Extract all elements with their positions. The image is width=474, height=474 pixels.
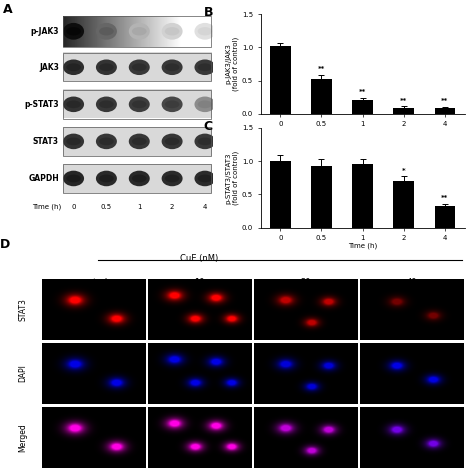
Ellipse shape [63,97,84,112]
Ellipse shape [165,64,180,71]
Ellipse shape [165,174,180,182]
Ellipse shape [198,137,212,146]
Text: Merged: Merged [18,423,27,452]
X-axis label: Time (h): Time (h) [348,129,377,135]
Bar [270,161,291,228]
Text: DAPI: DAPI [18,365,27,382]
Ellipse shape [194,134,216,149]
Text: 1: 1 [137,203,142,210]
Text: control: control [79,278,108,287]
Bar [393,181,414,228]
Ellipse shape [198,100,212,108]
Text: *: * [402,168,406,174]
Ellipse shape [99,64,114,71]
Text: 4: 4 [203,203,207,210]
Ellipse shape [165,27,180,36]
Bar [63,164,211,192]
Ellipse shape [132,100,146,108]
Ellipse shape [66,64,81,71]
Ellipse shape [162,59,182,75]
X-axis label: Time (h): Time (h) [348,243,377,249]
Text: **: ** [318,66,325,72]
Bar [435,206,455,228]
Text: 20: 20 [300,278,310,287]
Ellipse shape [132,137,146,146]
Ellipse shape [66,27,81,36]
Bar [63,90,211,118]
Ellipse shape [194,171,216,186]
Text: 10: 10 [194,278,205,287]
Ellipse shape [162,134,182,149]
Ellipse shape [96,171,117,186]
Text: p-STAT3: p-STAT3 [24,100,59,109]
Text: STAT3: STAT3 [33,137,59,146]
Ellipse shape [165,100,180,108]
Ellipse shape [96,23,117,40]
Ellipse shape [162,171,182,186]
Bar [352,164,373,228]
Ellipse shape [99,27,114,36]
Bar [311,79,332,114]
Ellipse shape [99,100,114,108]
Ellipse shape [194,59,216,75]
Ellipse shape [96,59,117,75]
Text: **: ** [441,99,448,104]
Text: 0: 0 [71,203,76,210]
Ellipse shape [132,64,146,71]
Y-axis label: p-STAT3/STAT3
(fold of control): p-STAT3/STAT3 (fold of control) [226,151,239,205]
Ellipse shape [129,134,150,149]
Ellipse shape [63,171,84,186]
Text: C: C [204,120,213,133]
Text: **: ** [400,98,408,104]
Text: 40: 40 [406,278,417,287]
Bar [352,100,373,114]
Ellipse shape [63,59,84,75]
Ellipse shape [129,171,150,186]
Ellipse shape [96,134,117,149]
Bar [270,46,291,114]
Ellipse shape [63,134,84,149]
Ellipse shape [198,64,212,71]
Bar [63,16,211,46]
Bar [63,53,211,82]
Ellipse shape [165,137,180,146]
Ellipse shape [99,174,114,182]
Text: p-JAK3: p-JAK3 [30,27,59,36]
Ellipse shape [194,23,216,40]
Bar [311,166,332,228]
Ellipse shape [129,23,150,40]
Ellipse shape [63,23,84,40]
Text: D: D [0,237,10,251]
Text: 0.5: 0.5 [101,203,112,210]
Ellipse shape [162,97,182,112]
Ellipse shape [132,174,146,182]
Text: 2: 2 [170,203,174,210]
Y-axis label: p-JAK3/JAK3
(fold of control): p-JAK3/JAK3 (fold of control) [226,37,239,91]
Bar [393,108,414,114]
Text: A: A [3,3,12,16]
Ellipse shape [66,100,81,108]
Text: STAT3: STAT3 [18,298,27,321]
Text: B: B [204,6,213,19]
Ellipse shape [129,59,150,75]
Text: JAK3: JAK3 [39,63,59,72]
Bar [435,109,455,114]
Ellipse shape [198,27,212,36]
Text: CuE (nM): CuE (nM) [180,254,219,263]
Ellipse shape [129,97,150,112]
Bar [63,127,211,155]
Text: GAPDH: GAPDH [28,174,59,183]
Ellipse shape [194,97,216,112]
Text: **: ** [441,195,448,201]
Ellipse shape [132,27,146,36]
Ellipse shape [198,174,212,182]
Ellipse shape [66,174,81,182]
Ellipse shape [66,137,81,146]
Ellipse shape [99,137,114,146]
Ellipse shape [96,97,117,112]
Ellipse shape [162,23,182,40]
Text: **: ** [359,89,366,95]
Text: Time (h): Time (h) [32,203,61,210]
